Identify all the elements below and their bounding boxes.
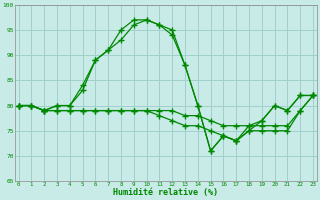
X-axis label: Humidité relative (%): Humidité relative (%) — [113, 188, 218, 197]
